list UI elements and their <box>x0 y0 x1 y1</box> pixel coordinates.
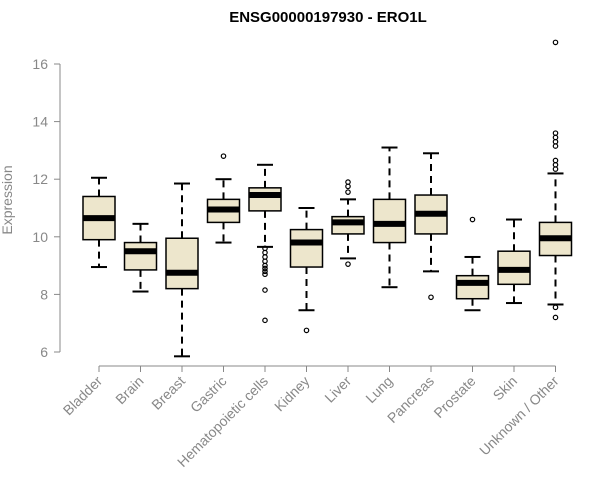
box-kidney <box>289 207 324 334</box>
x-tick-label: Skin <box>490 373 521 404</box>
outlier-point <box>262 268 268 275</box>
outlier-point <box>262 262 268 269</box>
outlier-point <box>262 271 268 278</box>
x-tick-label: Kidney <box>271 373 313 415</box>
y-tick-label: 16 <box>32 56 48 72</box>
outlier-point <box>469 216 476 223</box>
x-tick-label: Liver <box>321 373 354 406</box>
box-iqr <box>165 237 199 290</box>
outlier-point <box>345 179 351 185</box>
x-tick-label: Unknown / Other <box>476 373 562 459</box>
box-iqr <box>248 187 282 212</box>
outlier-point <box>552 143 559 149</box>
box-gastric <box>206 153 241 244</box>
outlier-point <box>428 294 434 301</box>
box-breast <box>165 182 199 358</box>
y-tick-label: 14 <box>32 114 48 130</box>
y-axis-label: Expression <box>0 165 15 234</box>
outlier-point <box>552 39 559 46</box>
x-tick-label: Prostate <box>430 373 478 421</box>
x-tick-label: Brain <box>112 373 146 407</box>
y-tick-label: 8 <box>40 286 48 302</box>
box-bladder <box>82 176 116 269</box>
outlier-point <box>262 287 268 293</box>
box-iqr <box>455 274 490 300</box>
outlier-point <box>552 314 559 321</box>
box-pancreas <box>414 152 448 301</box>
box-brain <box>123 222 158 293</box>
outlier-point <box>262 265 268 272</box>
box-liver <box>331 179 365 267</box>
box-unknown-other <box>538 39 573 321</box>
box-iqr <box>289 228 324 268</box>
outlier-point <box>345 261 351 267</box>
y-tick-label: 6 <box>40 344 48 360</box>
box-hematopoietic-cells <box>248 163 282 324</box>
outlier-point <box>220 153 227 159</box>
y-tick-label: 10 <box>32 229 48 245</box>
outlier-point <box>552 166 559 172</box>
chart-title: ENSG00000197930 - ERO1L <box>229 9 427 26</box>
box-skin <box>497 218 531 305</box>
box-iqr <box>123 241 158 271</box>
outlier-point <box>552 304 559 311</box>
x-tick-label: Breast <box>148 373 188 413</box>
outlier-point <box>345 189 351 195</box>
box-lung <box>372 146 407 289</box>
y-axis: 6 8 10 12 14 16 <box>32 56 61 360</box>
outlier-point <box>303 327 310 334</box>
box-prostate <box>455 216 490 312</box>
x-tick-label: Bladder <box>60 373 106 419</box>
boxes-group <box>82 39 573 358</box>
x-tick-label: Lung <box>362 373 395 406</box>
outlier-point <box>262 317 268 324</box>
y-tick-label: 12 <box>32 171 48 187</box>
